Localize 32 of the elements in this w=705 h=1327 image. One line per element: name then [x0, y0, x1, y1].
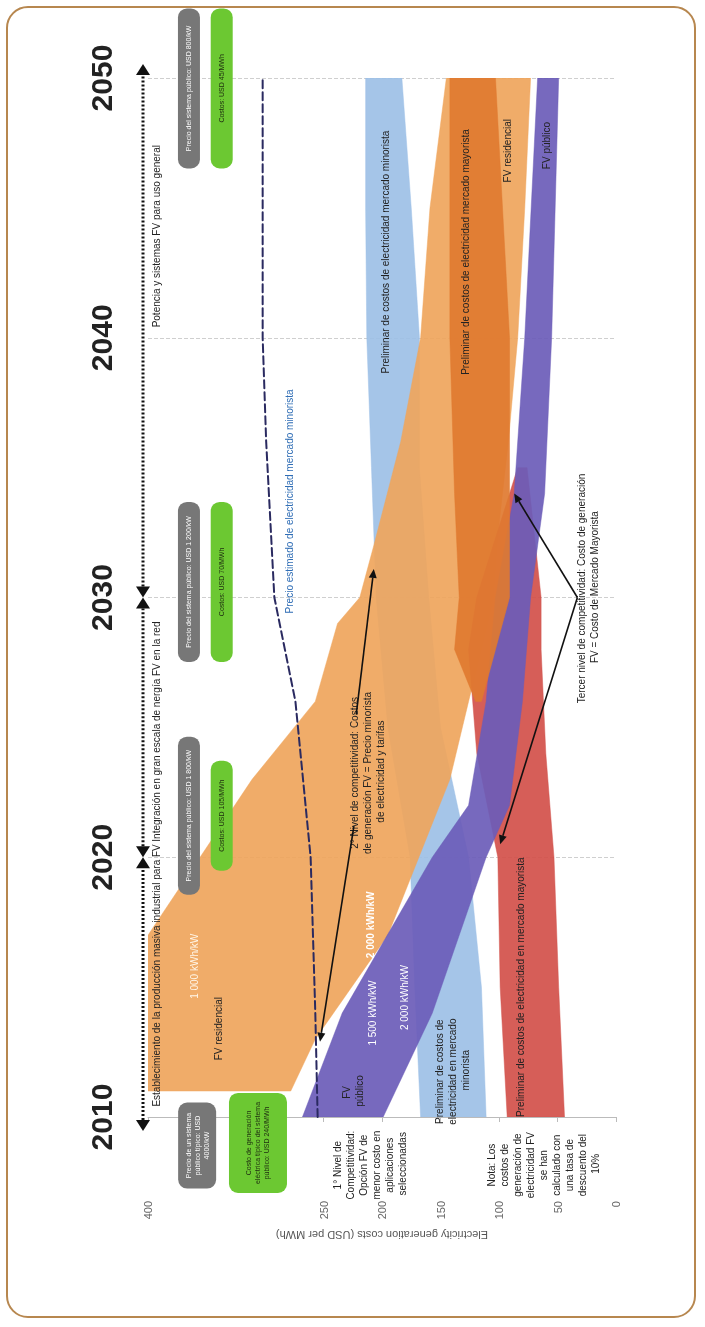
x-tick-label: 250 — [317, 1201, 330, 1220]
y-tick-label: 2040 — [84, 304, 118, 372]
annotation: Preliminar de costos de electricidad en mercado mayorista — [514, 856, 526, 1117]
annotation: Potencia y sistemas FV para uso general — [150, 145, 162, 328]
text: 1° Nivel de Competitividad: Opción FV de menor costo en aplicaciones seleccionadas — [332, 1127, 409, 1200]
x-tick-label: 50 — [551, 1201, 564, 1214]
x-tick-label: 100 — [493, 1201, 505, 1220]
x-tick-label: 0 — [610, 1201, 622, 1208]
y-tick-label: 2020 — [84, 823, 118, 891]
annotation: FV público — [541, 121, 553, 170]
annotation: Integración en gran escala de nergía FV en la red — [150, 621, 162, 842]
annotation: Establecimiento de la producción masiva industrial para FV — [150, 843, 162, 1107]
y-tick-label: 2010 — [84, 1083, 118, 1151]
annotation: Precio estimado de electricidad mercado minorista — [284, 388, 296, 614]
annotation: FV residencial — [501, 119, 513, 183]
annotation: 2 000 kWh/kW — [364, 890, 376, 959]
x-axis-title: Electricity generation costs (USD per MWh) — [275, 1228, 489, 1241]
annotation: Tercer nivel de competitividad: Costo de generación FV = Costo de Mercado Mayorista — [575, 470, 600, 704]
y-tick-label: 2030 — [84, 564, 118, 631]
annotation: Preliminar de costos de electricidad mercado minorista — [380, 130, 392, 374]
x-tick-label: 150 — [434, 1201, 447, 1220]
annotation: Preliminar de costos de electricidad en mercado minorista — [433, 1015, 471, 1125]
annotation: FV público — [340, 1074, 365, 1107]
x-tick-label: 200 — [376, 1201, 388, 1220]
annotation: 1 500 kWh/kW — [367, 980, 379, 1046]
annotation: FV residencial — [212, 997, 224, 1061]
annotation: Preliminar de costos de electricidad mercado mayorista — [459, 128, 471, 375]
x-tick-label: 400 — [142, 1201, 154, 1220]
annotation: 1 000 kWh/kW — [189, 933, 201, 999]
y-tick-label: 2050 — [84, 44, 118, 112]
text: Nota: Los costos de generación de electricidad FV se han calculado con una tasa de descuento del 10% — [485, 1132, 601, 1199]
annotation: 2 000 kWh/kW — [398, 964, 410, 1031]
